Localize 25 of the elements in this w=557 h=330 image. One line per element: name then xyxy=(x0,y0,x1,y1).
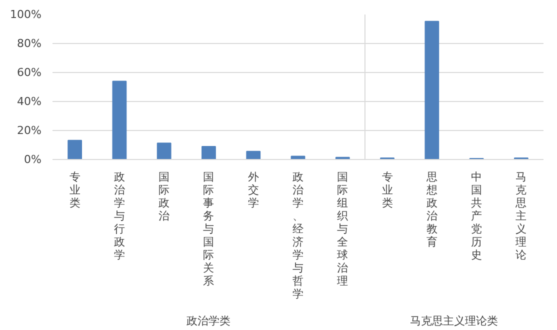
x-tick-label: 专业类 xyxy=(382,170,393,210)
y-tick-label: 100% xyxy=(10,8,42,21)
x-tick-label: 国际政治 xyxy=(158,170,170,222)
bar xyxy=(68,140,82,160)
category-label: 政治学、经济学与哲学 xyxy=(292,170,304,300)
y-tick-label: 20% xyxy=(17,124,42,137)
bar xyxy=(246,150,261,160)
bar xyxy=(424,20,440,160)
y-tick-label: 60% xyxy=(17,66,42,79)
x-tick-label: 专业类 xyxy=(69,170,80,210)
text: 马克思主义理论类 xyxy=(410,314,498,328)
y-tick-label: 40% xyxy=(17,95,42,108)
bar xyxy=(156,142,172,160)
x-tick-label: 中国共产党历史 xyxy=(471,170,482,262)
category-label: 国际组织与全球治理 xyxy=(337,170,348,288)
category-label: 国际事务与国际关系 xyxy=(203,170,214,288)
bar xyxy=(112,80,127,160)
x-tick-label: 政治学与行政学 xyxy=(114,170,125,262)
x-tick-label: 外交学 xyxy=(248,170,259,210)
x-tick-label: 马克思主义理论 xyxy=(514,170,527,262)
bar xyxy=(202,146,216,160)
text: 政治学类 xyxy=(186,314,231,328)
x-tick-label: 思想政治教育 xyxy=(425,170,438,248)
y-tick-label: 80% xyxy=(17,37,42,50)
y-tick-label: 0% xyxy=(24,153,42,166)
